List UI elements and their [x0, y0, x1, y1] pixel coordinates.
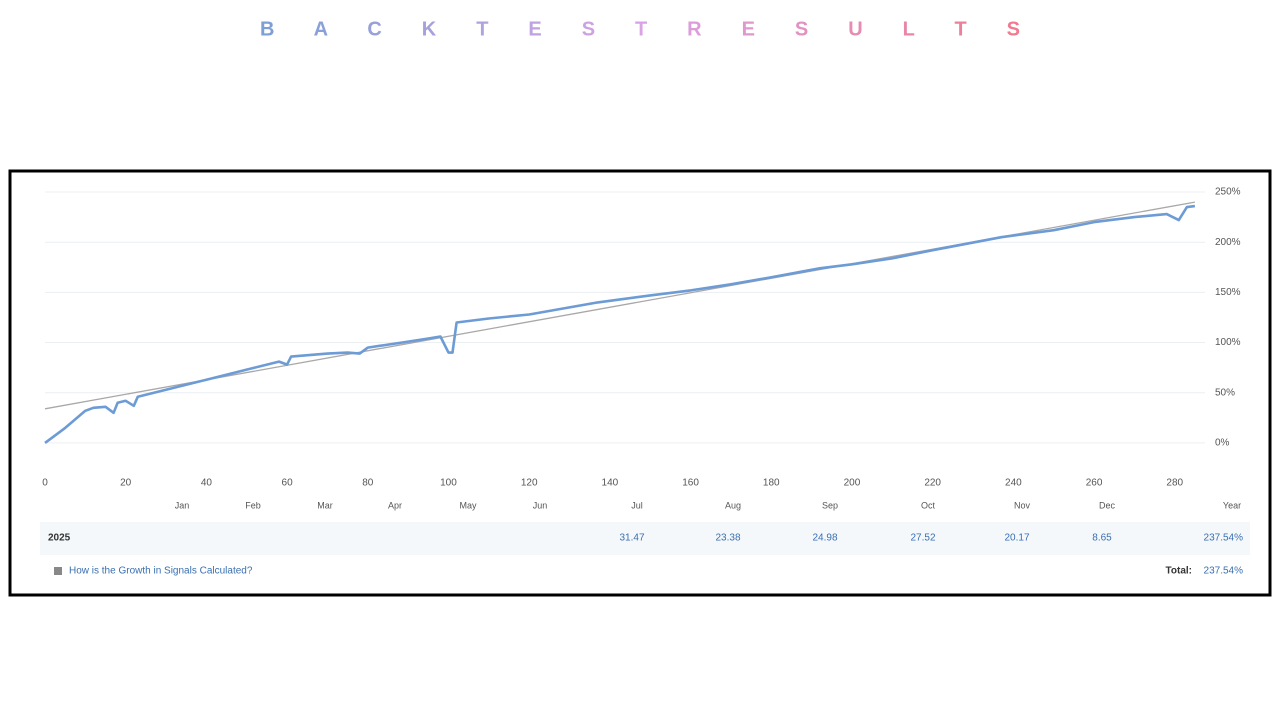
x-tick-label: 100: [440, 478, 457, 489]
month-label: Mar: [317, 500, 333, 510]
total-value: 237.54%: [1204, 566, 1244, 577]
x-tick-label: 280: [1166, 478, 1183, 489]
x-tick-label: 160: [682, 478, 699, 489]
page-title: B A C K T E S T R E S U L T S: [260, 18, 1020, 40]
month-label: Jun: [533, 500, 548, 510]
x-tick-label: 260: [1086, 478, 1103, 489]
month-label: Nov: [1014, 500, 1031, 510]
x-tick-label: 200: [844, 478, 861, 489]
x-tick-label: 80: [362, 478, 374, 489]
y-tick-label: 100%: [1215, 337, 1241, 348]
month-return: 24.98: [812, 533, 837, 544]
month-label: Jan: [175, 500, 190, 510]
x-tick-label: 220: [924, 478, 941, 489]
x-tick-label: 140: [602, 478, 619, 489]
y-tick-label: 150%: [1215, 287, 1241, 298]
row-label: 2025: [48, 533, 71, 544]
month-label: Aug: [725, 500, 741, 510]
month-return: 20.17: [1004, 533, 1029, 544]
month-label: Apr: [388, 500, 402, 510]
month-label: Year: [1223, 500, 1241, 510]
month-return: 8.65: [1092, 533, 1112, 544]
month-return: 27.52: [910, 533, 935, 544]
help-icon: [54, 567, 62, 575]
month-return: 237.54%: [1204, 533, 1244, 544]
month-label: Feb: [245, 500, 261, 510]
month-label: May: [459, 500, 477, 510]
y-tick-label: 200%: [1215, 237, 1241, 248]
month-return: 23.38: [715, 533, 740, 544]
y-tick-label: 250%: [1215, 187, 1241, 198]
month-label: Jul: [631, 500, 643, 510]
x-tick-label: 0: [42, 478, 48, 489]
x-tick-label: 20: [120, 478, 132, 489]
footer-link[interactable]: How is the Growth in Signals Calculated?: [69, 566, 253, 577]
month-label: Dec: [1099, 500, 1116, 510]
total-label: Total:: [1166, 566, 1192, 577]
x-tick-label: 120: [521, 478, 538, 489]
x-tick-label: 60: [282, 478, 294, 489]
table-row-bg: [40, 522, 1250, 555]
y-tick-label: 0%: [1215, 438, 1230, 449]
y-tick-label: 50%: [1215, 387, 1235, 398]
x-tick-label: 40: [201, 478, 213, 489]
month-label: Oct: [921, 500, 936, 510]
month-return: 31.47: [619, 533, 644, 544]
growth-line: [44, 204, 1196, 444]
x-tick-label: 240: [1005, 478, 1022, 489]
month-label: Sep: [822, 500, 838, 510]
x-tick-label: 180: [763, 478, 780, 489]
